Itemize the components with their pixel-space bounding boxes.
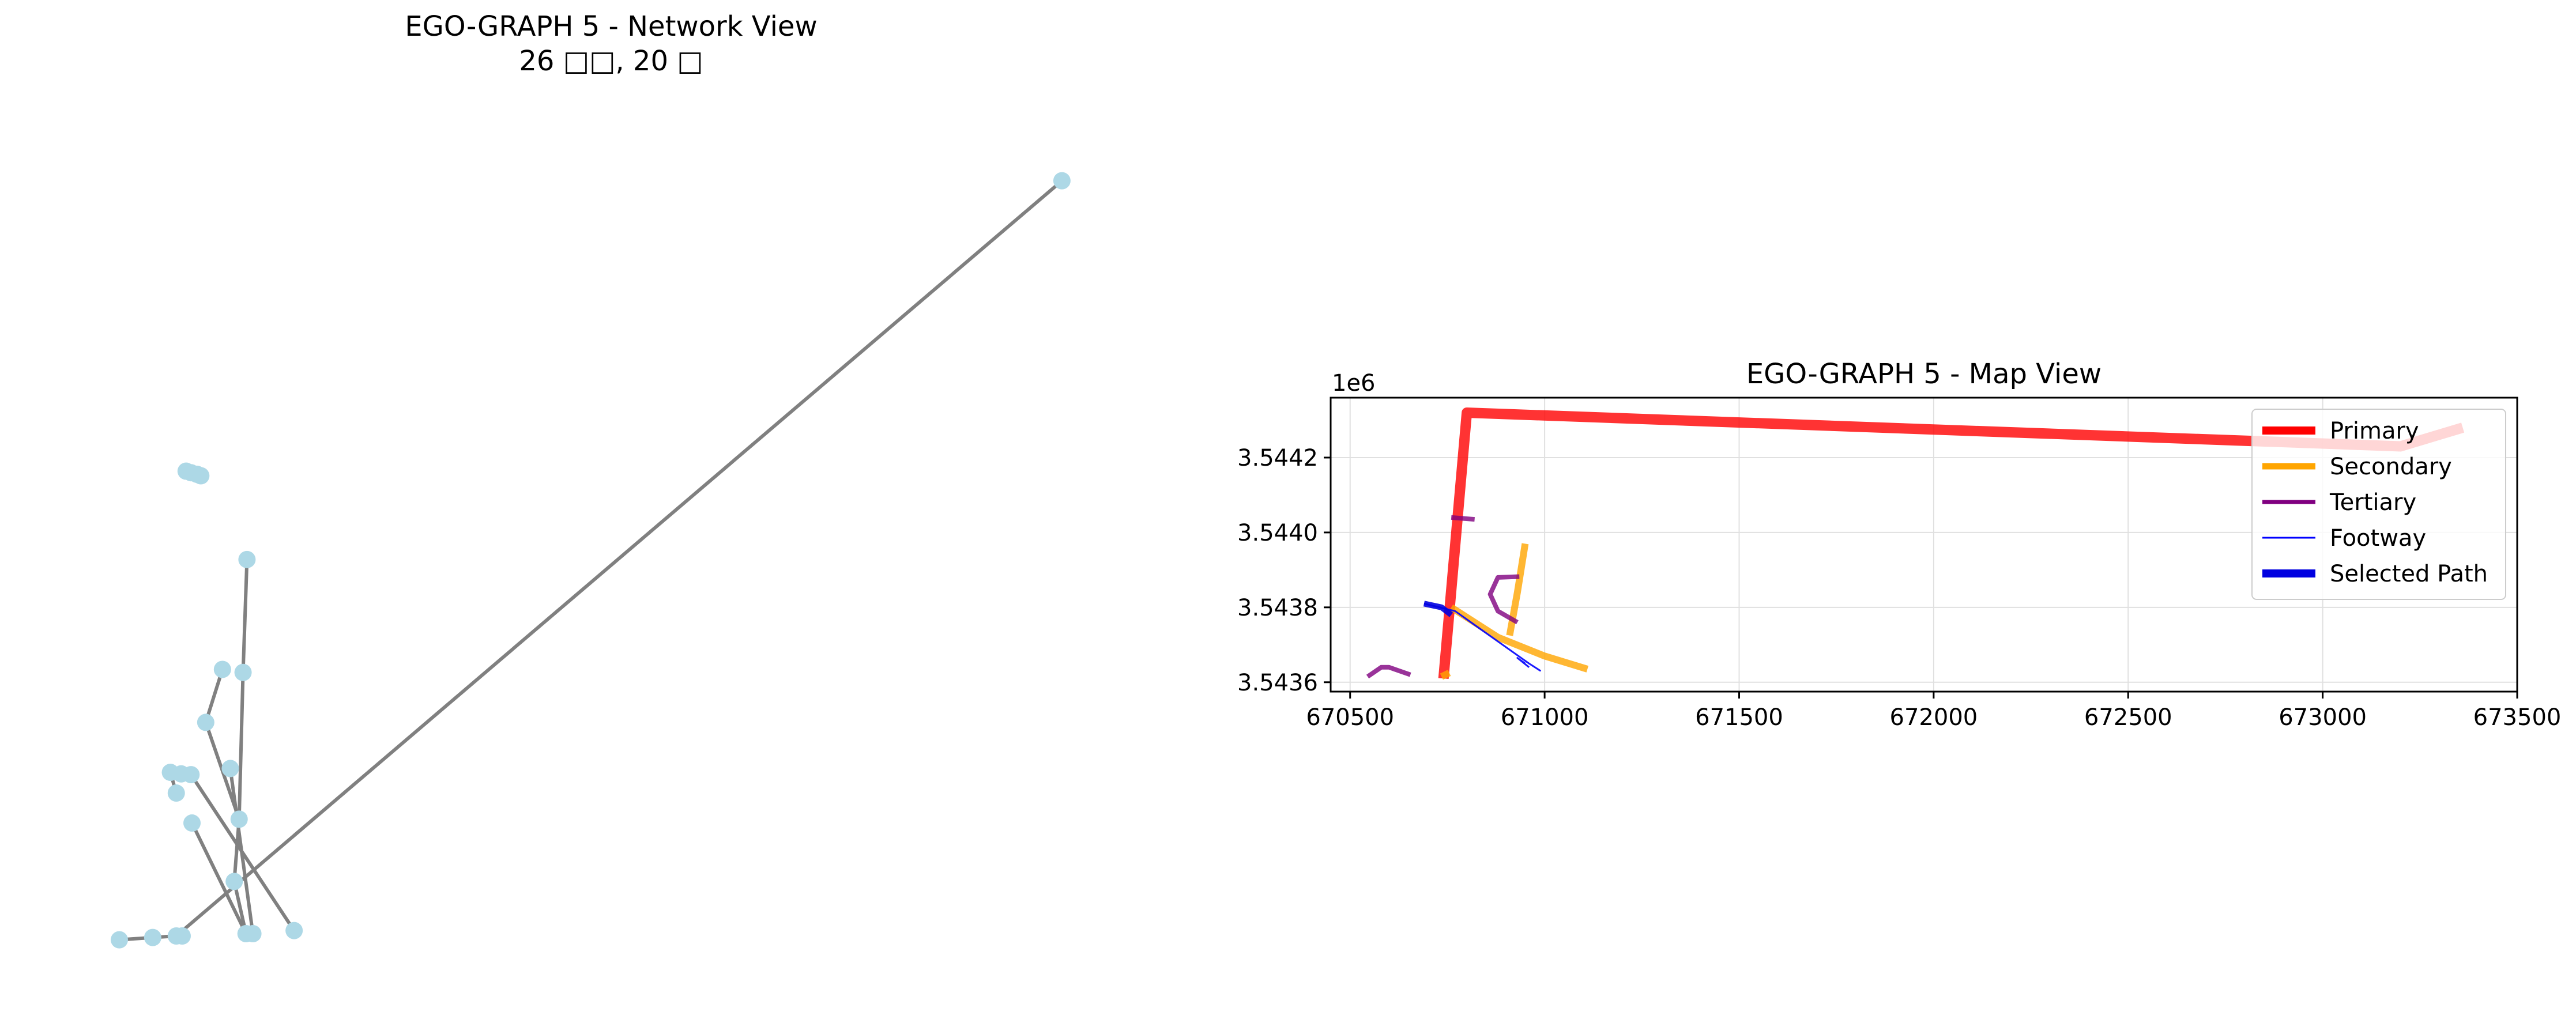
network-node: [167, 784, 185, 802]
map-title: EGO-GRAPH 5 - Map View: [1746, 358, 2102, 390]
x-tick-label: 671500: [1695, 704, 1783, 731]
legend-box: [2251, 409, 2506, 600]
network-node: [182, 766, 200, 784]
network-node: [234, 663, 252, 681]
network-node: [183, 814, 201, 832]
y-offset-label: 1e6: [1332, 370, 1376, 397]
y-tick-label: 3.5440: [1237, 520, 1318, 546]
x-tick-label: 672000: [1890, 704, 1978, 731]
map-legend: Primary Secondary Tertiary Footway Selected …: [2251, 409, 2506, 600]
legend-label: Tertiary: [2329, 489, 2416, 516]
network-view-panel: EGO-GRAPH 5 - Network View 26 □□, 20 □: [111, 10, 1071, 949]
y-tick-label: 3.5438: [1237, 595, 1318, 621]
network-nodes: [111, 172, 1071, 949]
legend-label: Primary: [2330, 418, 2419, 444]
tertiary-road-line: [1366, 665, 1411, 679]
map-plot-frame: [1330, 397, 2518, 693]
network-title-line2: 26 □□, 20 □: [519, 45, 703, 77]
secondary-road-line: [1440, 670, 1451, 680]
network-node: [221, 760, 239, 777]
network-node: [285, 922, 303, 939]
network-node: [111, 931, 128, 949]
network-node: [197, 714, 214, 731]
secondary-road-line: [1449, 604, 1589, 673]
x-tick-label: 673000: [2279, 704, 2367, 731]
network-node: [230, 810, 248, 828]
network-node: [173, 927, 191, 945]
legend-label: Footway: [2330, 525, 2426, 552]
x-tick-label: 670500: [1306, 704, 1394, 731]
network-edge: [232, 881, 248, 934]
x-tick-label: 672500: [2084, 704, 2172, 731]
map-y-ticks: 3.5436 3.5438 3.5440 3.5442: [1237, 445, 1331, 696]
tertiary-road-line: [1451, 515, 1475, 522]
y-tick-label: 3.5436: [1237, 670, 1318, 696]
network-node: [238, 550, 256, 568]
network-node: [244, 925, 262, 942]
network-edge: [190, 822, 248, 935]
network-node: [192, 467, 210, 485]
tertiary-road-line: [1487, 574, 1520, 625]
map-x-ticks: 670500 671000 671500 672000 672500 673000 6735…: [1306, 692, 2561, 731]
x-tick-label: 671000: [1501, 704, 1589, 731]
network-edge: [204, 669, 224, 723]
network-edge: [175, 179, 1063, 938]
network-edge: [237, 672, 245, 820]
network-edge: [228, 768, 255, 934]
network-node: [1053, 172, 1071, 190]
map-view-panel: EGO-GRAPH 5 - Map View 670500 671000 67150…: [1237, 358, 2561, 731]
selected-path-road-line: [1423, 601, 1453, 617]
y-tick-label: 3.5442: [1237, 445, 1318, 471]
network-node: [225, 873, 243, 890]
network-node: [144, 928, 161, 946]
footway-road-line: [1516, 657, 1530, 668]
network-title-line1: EGO-GRAPH 5 - Network View: [405, 10, 817, 43]
network-node: [213, 660, 231, 678]
legend-label: Selected Path: [2330, 561, 2488, 587]
x-tick-label: 673500: [2473, 704, 2562, 731]
legend-label: Secondary: [2330, 454, 2452, 480]
network-edge: [241, 559, 249, 673]
